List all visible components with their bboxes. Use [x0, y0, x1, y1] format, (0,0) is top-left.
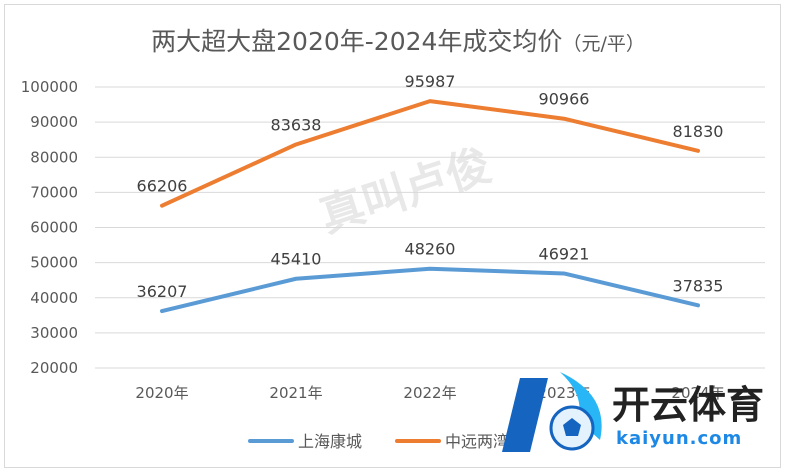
data-label: 83638	[271, 115, 322, 134]
y-tick-label: 70000	[30, 183, 78, 201]
x-tick-label: 2020年	[135, 384, 188, 402]
y-tick-label: 40000	[30, 289, 78, 307]
legend-label-series-1: 上海康城	[298, 432, 362, 451]
data-label: 48260	[405, 240, 456, 259]
x-tick-label: 2021年	[269, 384, 322, 402]
data-label: 46921	[539, 244, 590, 263]
data-label: 37835	[673, 276, 724, 295]
y-tick-label: 30000	[30, 324, 78, 342]
brand-logo: 开云体育 kaiyun.com	[502, 372, 764, 452]
legend: 上海康城 中远两湾城	[248, 432, 525, 451]
x-axis-ticks: 2020年 2021年 2022年 2023年 2024年	[135, 384, 724, 402]
data-label: 81830	[673, 122, 724, 141]
brand-logo-name: 开云体育	[612, 383, 764, 427]
chart-title-main: 两大超大盘2020年-2024年成交均价	[151, 27, 562, 56]
series-lines	[160, 99, 700, 314]
series-line-1	[160, 266, 700, 314]
gridlines	[95, 86, 765, 369]
brand-logo-domain: kaiyun.com	[616, 428, 742, 449]
y-tick-label: 80000	[30, 148, 78, 166]
data-label: 45410	[271, 250, 322, 269]
series-line-2	[160, 99, 700, 208]
data-label: 36207	[137, 282, 188, 301]
chart-title-unit: （元/平）	[562, 33, 644, 55]
data-label: 66206	[137, 177, 188, 196]
x-tick-label: 2024年	[671, 384, 724, 402]
y-tick-label: 100000	[21, 78, 78, 96]
y-tick-label: 50000	[30, 254, 78, 272]
data-labels: 36207 45410 48260 46921 37835 66206 83638 95987…	[137, 72, 724, 301]
chart-frame	[4, 4, 781, 468]
data-label: 90966	[539, 90, 590, 109]
data-label: 95987	[405, 72, 456, 91]
brand-logo-mark	[502, 372, 602, 452]
x-tick-label: 2022年	[403, 384, 456, 402]
y-axis-ticks: 20000 30000 40000 50000 60000 70000 80000 90000…	[21, 78, 78, 377]
chart-title: 两大超大盘2020年-2024年成交均价（元/平）	[151, 27, 645, 56]
y-tick-label: 90000	[30, 113, 78, 131]
y-tick-label: 60000	[30, 219, 78, 237]
y-tick-label: 20000	[30, 359, 78, 377]
